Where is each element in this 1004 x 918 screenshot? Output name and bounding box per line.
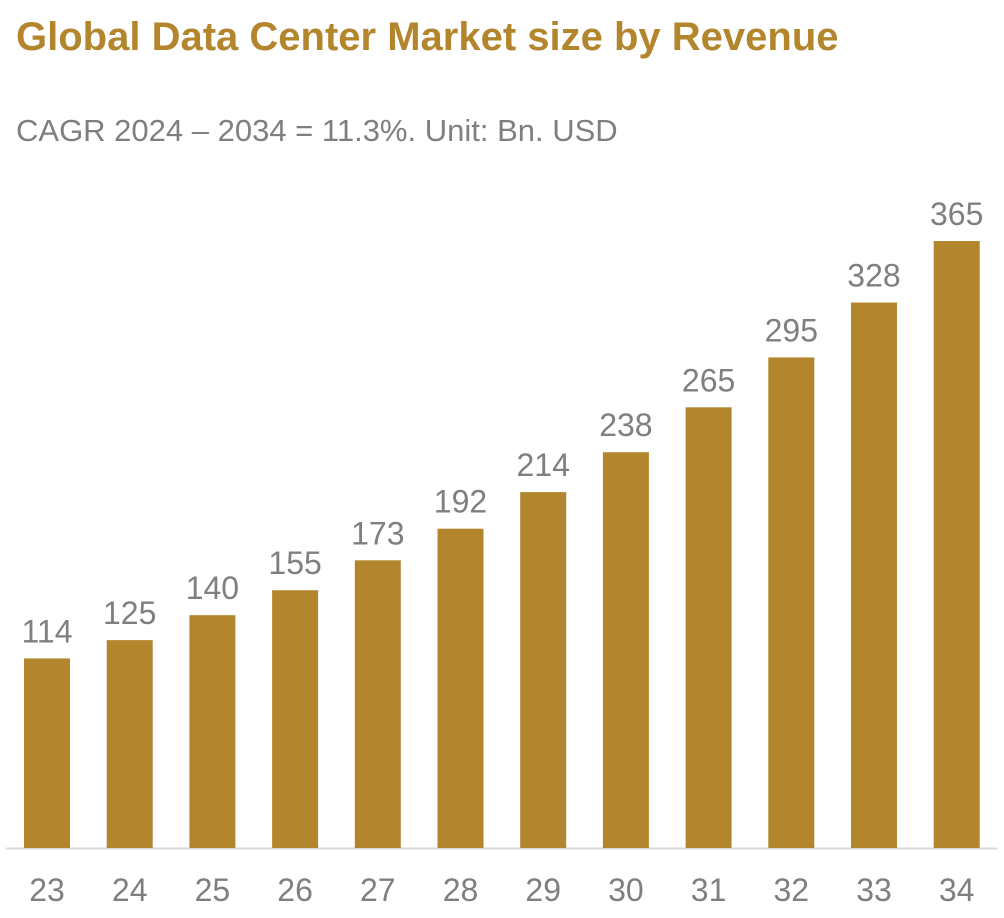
data-label: 295 xyxy=(765,312,818,348)
data-label: 328 xyxy=(847,258,900,294)
bar-30 xyxy=(602,452,649,848)
data-label: 114 xyxy=(21,613,72,649)
x-tick-label: 30 xyxy=(608,872,644,908)
data-label: 140 xyxy=(186,570,239,606)
data-label: 214 xyxy=(517,447,570,483)
x-tick-label: 25 xyxy=(195,872,231,908)
bar-32 xyxy=(768,357,815,848)
data-label: 238 xyxy=(599,407,652,443)
bar-25 xyxy=(189,615,236,848)
bar-27 xyxy=(354,560,401,848)
bar-28 xyxy=(437,528,484,848)
bar-34 xyxy=(933,241,980,848)
x-tick-label: 31 xyxy=(691,872,727,908)
data-label: 192 xyxy=(434,484,487,520)
bar-23 xyxy=(24,658,70,848)
x-tick-label: 26 xyxy=(277,872,313,908)
x-tick-label: 23 xyxy=(29,872,65,908)
data-label: 125 xyxy=(103,595,156,631)
x-tick-label: 28 xyxy=(443,872,479,908)
bar-29 xyxy=(520,492,567,848)
x-tick-label: 27 xyxy=(360,872,396,908)
bar-26 xyxy=(272,590,319,848)
bar-31 xyxy=(685,407,732,848)
chart-title: Global Data Center Market size by Revenu… xyxy=(16,15,839,59)
x-tick-label: 33 xyxy=(856,872,892,908)
x-tick-label: 29 xyxy=(525,872,561,908)
x-tick-label: 32 xyxy=(774,872,810,908)
bar-24 xyxy=(106,640,153,848)
x-tick-label: 24 xyxy=(112,872,148,908)
data-label: 265 xyxy=(682,362,735,398)
chart-subtitle: CAGR 2024 – 2034 = 11.3%. Unit: Bn. USD xyxy=(16,113,618,148)
bar-33 xyxy=(851,302,897,848)
data-label: 365 xyxy=(930,196,983,232)
data-label: 155 xyxy=(268,545,321,581)
x-tick-label: 34 xyxy=(939,872,975,908)
data-label: 173 xyxy=(351,515,404,551)
